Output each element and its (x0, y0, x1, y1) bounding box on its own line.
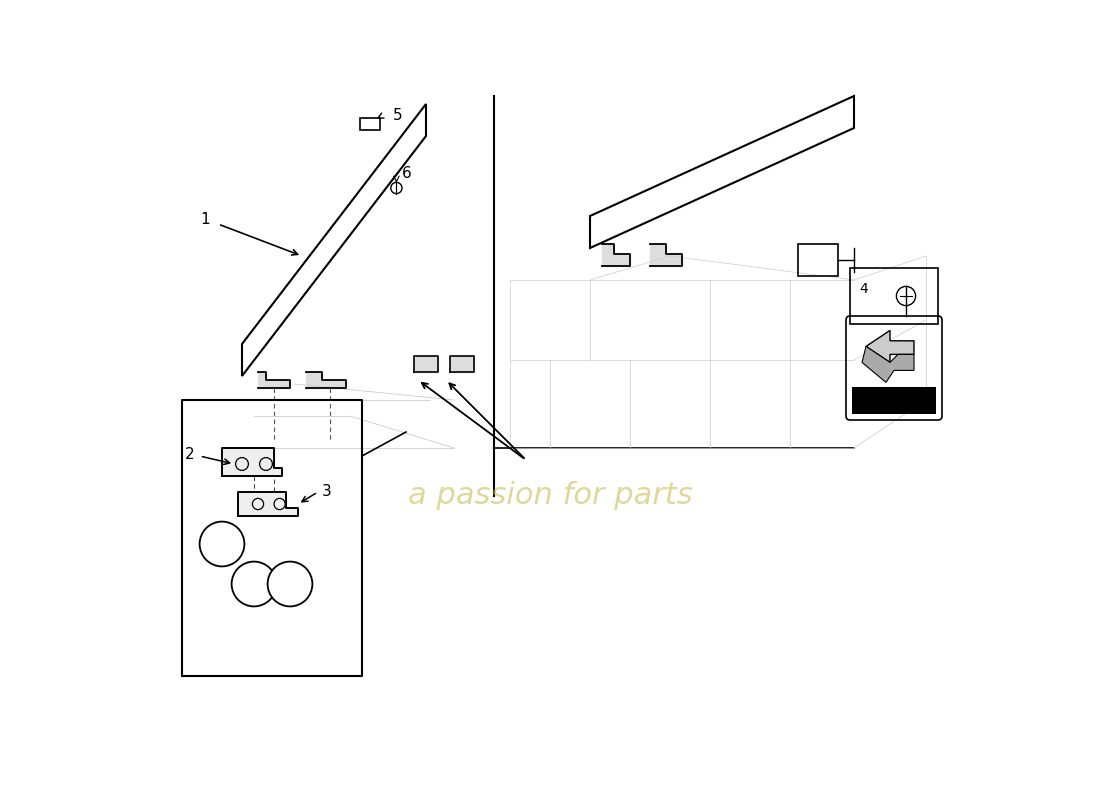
Text: 2: 2 (185, 447, 194, 462)
Text: 4: 4 (286, 577, 295, 591)
Polygon shape (862, 346, 914, 382)
Polygon shape (306, 372, 346, 388)
Text: 119 01: 119 01 (867, 394, 922, 408)
Bar (850, 268, 938, 324)
Circle shape (267, 562, 312, 606)
Polygon shape (650, 244, 682, 266)
Bar (361, 118, 381, 130)
Text: 3: 3 (322, 485, 332, 499)
Bar (798, 244, 838, 276)
Text: 5: 5 (393, 109, 402, 123)
Polygon shape (866, 330, 914, 362)
Text: 4: 4 (859, 282, 868, 296)
Text: 4: 4 (218, 537, 227, 551)
Polygon shape (258, 372, 290, 388)
Text: a passion for parts: a passion for parts (408, 482, 692, 510)
Circle shape (199, 522, 244, 566)
Circle shape (232, 562, 276, 606)
Polygon shape (414, 356, 438, 372)
Polygon shape (602, 244, 630, 266)
Polygon shape (222, 448, 282, 476)
Text: 6: 6 (402, 166, 411, 181)
Polygon shape (450, 356, 474, 372)
Bar (852, 387, 936, 414)
Text: 1: 1 (200, 213, 210, 227)
Polygon shape (238, 492, 298, 516)
Text: 4: 4 (250, 577, 258, 591)
